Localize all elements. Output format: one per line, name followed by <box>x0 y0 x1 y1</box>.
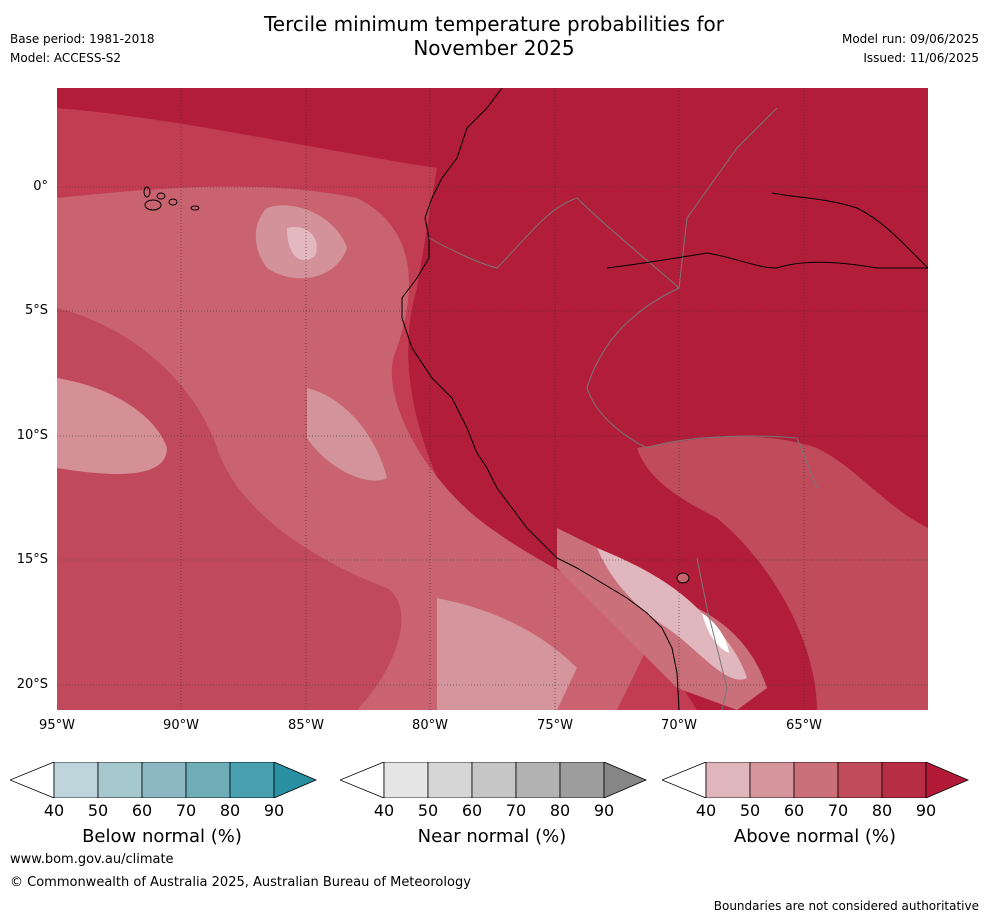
coastal-patch-below-40 <box>702 613 729 653</box>
lat-label-0: 0° <box>33 179 48 194</box>
coastal-patch-50 <box>597 548 747 680</box>
colorbar-near-extend-low <box>340 762 385 798</box>
above-tick-50: 50 <box>739 801 761 820</box>
near-tick-70: 70 <box>505 801 527 820</box>
lat-label-15s: 15°S <box>16 552 48 567</box>
lon-label-90w: 90°W <box>163 718 199 733</box>
colorbar-above-extend-high <box>925 762 969 798</box>
above-tick-80: 80 <box>871 801 893 820</box>
map-title: Tercile minimum temperature probabilitie… <box>200 12 788 60</box>
lat-label-20s: 20°S <box>16 677 48 692</box>
colorbar-below-extend-low <box>10 762 55 798</box>
country-borders-south <box>696 557 728 710</box>
below-tick-80: 80 <box>219 801 241 820</box>
above-tick-60: 60 <box>783 801 805 820</box>
below-tick-40: 40 <box>43 801 65 820</box>
probability-map <box>57 88 928 710</box>
above-normal-label: Above normal (%) <box>733 826 897 847</box>
issued-label: Issued: 11/06/2025 <box>863 51 979 65</box>
ocean-patch-60-south <box>437 598 577 710</box>
colorbar-below-normal <box>10 762 317 798</box>
below-tick-70: 70 <box>175 801 197 820</box>
model-run-label: Model run: 09/06/2025 <box>841 32 979 46</box>
colorbar-near-normal <box>340 762 647 798</box>
amazon-river <box>606 252 928 269</box>
lat-label-10s: 10°S <box>16 428 48 443</box>
model-label: Model: ACCESS-S2 <box>10 51 122 65</box>
below-tick-90: 90 <box>263 801 285 820</box>
lon-label-85w: 85°W <box>288 718 324 733</box>
title-line-2: November 2025 <box>413 36 575 60</box>
country-borders-central <box>586 287 818 489</box>
country-borders-north <box>428 107 778 290</box>
near-tick-40: 40 <box>373 801 395 820</box>
lon-label-70w: 70°W <box>661 718 697 733</box>
ocean-patch-50 <box>287 227 317 261</box>
website-link[interactable]: www.bom.gov.au/climate <box>10 852 174 867</box>
near-tick-60: 60 <box>461 801 483 820</box>
lon-label-80w: 80°W <box>412 718 448 733</box>
near-tick-90: 90 <box>593 801 615 820</box>
river-north <box>771 192 928 269</box>
lon-label-95w: 95°W <box>39 718 75 733</box>
below-tick-60: 60 <box>131 801 153 820</box>
above-tick-40: 40 <box>695 801 717 820</box>
ocean-patch-60-center <box>307 388 387 481</box>
colorbar-above-extend-low <box>662 762 707 798</box>
graticule <box>57 88 928 710</box>
lake-titicaca <box>676 572 690 584</box>
colorbar-above-normal <box>662 762 969 798</box>
title-line-1: Tercile minimum temperature probabilitie… <box>263 12 725 36</box>
ocean-patch-60-west <box>57 378 167 474</box>
lon-label-75w: 75°W <box>537 718 573 733</box>
below-normal-label: Below normal (%) <box>82 826 242 847</box>
above-tick-70: 70 <box>827 801 849 820</box>
lat-label-5s: 5°S <box>24 303 48 318</box>
base-period-label: Base period: 1981-2018 <box>10 32 155 46</box>
near-normal-label: Near normal (%) <box>417 826 567 847</box>
ocean-band-80-south <box>57 308 402 710</box>
above-tick-90: 90 <box>915 801 937 820</box>
near-tick-80: 80 <box>549 801 571 820</box>
coastline <box>401 88 680 710</box>
galapagos-islands <box>143 186 200 211</box>
colorbar-near-extend-high <box>603 762 647 798</box>
copyright-text: © Commonwealth of Australia 2025, Austra… <box>10 875 471 890</box>
lon-label-65w: 65°W <box>786 718 822 733</box>
disclaimer-text: Boundaries are not considered authoritat… <box>713 899 979 913</box>
below-tick-50: 50 <box>87 801 109 820</box>
inland-band-80 <box>637 436 928 710</box>
near-tick-50: 50 <box>417 801 439 820</box>
colorbar-below-extend-high <box>273 762 317 798</box>
